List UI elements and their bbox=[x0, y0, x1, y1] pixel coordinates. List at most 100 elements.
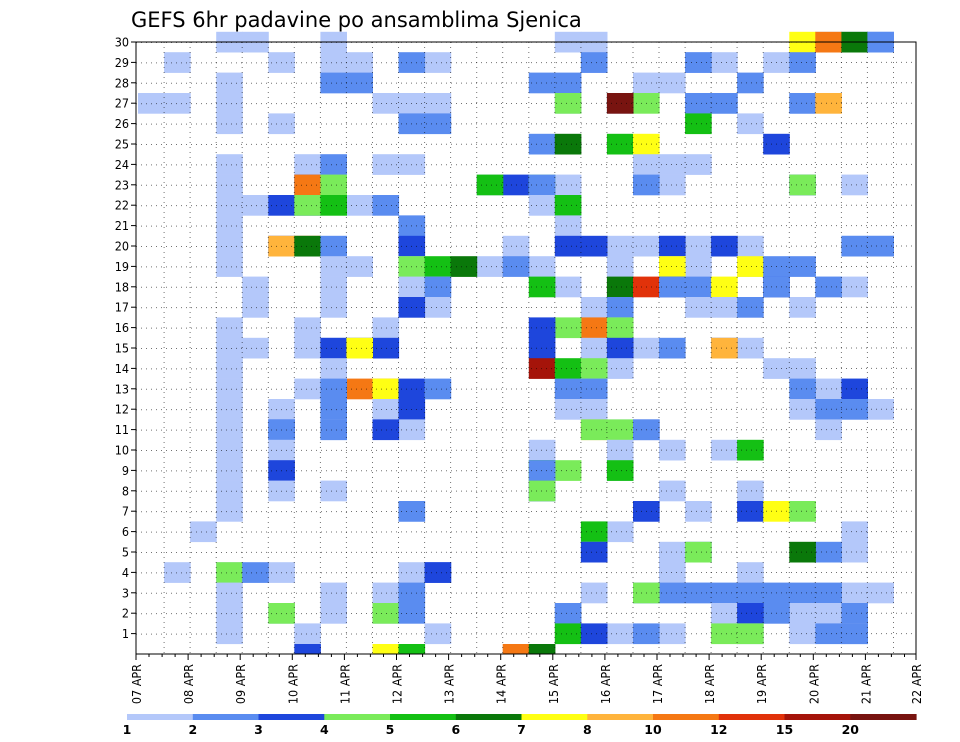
heatmap-cell bbox=[554, 93, 582, 114]
y-tick-label: 13 bbox=[115, 381, 129, 396]
heatmap-cell bbox=[554, 215, 582, 237]
heatmap-cell bbox=[685, 297, 712, 318]
heatmap-cell bbox=[841, 623, 868, 645]
heatmap-cell bbox=[659, 480, 686, 502]
y-tick-label: 17 bbox=[115, 300, 129, 315]
heatmap-cell bbox=[320, 603, 347, 624]
heatmap-cell bbox=[580, 419, 608, 441]
heatmap-cell bbox=[580, 541, 608, 563]
y-tick-label: 18 bbox=[115, 279, 129, 294]
heatmap-cell bbox=[398, 644, 426, 654]
heatmap-cell bbox=[789, 623, 816, 645]
grid-line-h bbox=[135, 531, 917, 533]
heatmap-cell bbox=[216, 174, 243, 196]
y-tick-label: 24 bbox=[115, 157, 129, 172]
heatmap-cell bbox=[841, 399, 868, 420]
heatmap-cell bbox=[685, 235, 712, 257]
heatmap-cell bbox=[372, 644, 400, 654]
heatmap-cell bbox=[216, 378, 243, 400]
y-tick-label: 23 bbox=[115, 177, 129, 192]
y-tick-label: 25 bbox=[115, 137, 129, 152]
heatmap-cell bbox=[580, 317, 608, 339]
grid-line-h bbox=[135, 367, 917, 370]
grid-line-h bbox=[135, 61, 917, 64]
heatmap-cell bbox=[372, 419, 400, 441]
heatmap-cell bbox=[216, 215, 243, 237]
heatmap-cell bbox=[659, 582, 686, 604]
y-tick-label: 30 bbox=[115, 35, 129, 50]
heatmap-cell bbox=[737, 480, 764, 502]
heatmap-cell bbox=[815, 582, 842, 604]
heatmap-cell bbox=[737, 623, 764, 645]
heatmap-cell bbox=[216, 235, 243, 257]
heatmap-cell bbox=[737, 439, 764, 461]
heatmap-cell bbox=[789, 297, 816, 318]
heatmap-cell bbox=[606, 276, 634, 298]
colorbar: 1 2 3 4 5 6 7 8 10 12 15 20 bbox=[123, 714, 917, 737]
heatmap-cell bbox=[372, 93, 400, 114]
heatmap-cell bbox=[606, 521, 634, 543]
heatmap-cell bbox=[789, 358, 816, 379]
y-tick-label: 1 bbox=[122, 626, 129, 641]
heatmap-cell bbox=[737, 235, 764, 257]
heatmap-cell bbox=[606, 256, 634, 277]
heatmap-cell bbox=[737, 603, 764, 624]
x-tick-label: 15 APR bbox=[546, 664, 561, 704]
heatmap-cell bbox=[528, 460, 556, 481]
grid-line-h bbox=[135, 449, 917, 451]
heatmap-cell bbox=[346, 256, 373, 277]
heatmap-cell bbox=[737, 113, 764, 135]
grid-lines bbox=[135, 41, 917, 654]
heatmap-cell bbox=[711, 582, 738, 604]
heatmap-cell bbox=[320, 378, 347, 400]
colorbar-segment bbox=[850, 714, 917, 720]
y-tick-label: 7 bbox=[122, 504, 129, 519]
colorbar-label: 5 bbox=[386, 722, 395, 737]
heatmap-cell bbox=[320, 235, 347, 257]
heatmap-cell bbox=[659, 541, 686, 563]
colorbar-segment bbox=[258, 714, 325, 720]
heatmap-cell bbox=[554, 460, 582, 481]
heatmap-cell bbox=[659, 235, 686, 257]
heatmap-cell bbox=[320, 256, 347, 277]
grid-line-h bbox=[135, 490, 917, 492]
y-tick-label: 12 bbox=[115, 402, 129, 417]
y-tick-label: 15 bbox=[115, 341, 129, 356]
heatmap-cell bbox=[372, 317, 400, 339]
heatmap-cell bbox=[606, 623, 634, 645]
y-tick-label: 29 bbox=[115, 55, 129, 70]
heatmap-cell bbox=[320, 297, 347, 318]
heatmap-cell bbox=[841, 541, 868, 563]
x-tick-label: 20 APR bbox=[806, 664, 821, 704]
colorbar-segment bbox=[390, 714, 457, 720]
heatmap-cell bbox=[320, 582, 347, 604]
heatmap-cell bbox=[711, 52, 738, 73]
colorbar-segment bbox=[521, 714, 588, 720]
heatmap-cell bbox=[528, 276, 556, 298]
heatmap-cell bbox=[685, 501, 712, 522]
heatmap-cell bbox=[789, 501, 816, 522]
heatmap-cell bbox=[685, 154, 712, 175]
heatmap-cell bbox=[346, 378, 373, 400]
heatmap-cell bbox=[815, 399, 842, 420]
heatmap-cell bbox=[841, 174, 868, 196]
heatmap-cell bbox=[841, 582, 868, 604]
heatmap-cell bbox=[815, 541, 842, 563]
grid-line-h bbox=[135, 408, 917, 411]
y-tick-label: 8 bbox=[122, 483, 129, 498]
y-axis-ticks: 1234567891011121314151617181920212223242… bbox=[115, 35, 136, 641]
grid-line-h bbox=[135, 123, 917, 125]
heatmap-cell bbox=[294, 195, 321, 216]
heatmap-cell bbox=[789, 174, 816, 196]
heatmap-cell bbox=[424, 276, 452, 298]
heatmap-cell bbox=[606, 297, 634, 318]
heatmap-cell bbox=[789, 582, 816, 604]
colorbar-segment bbox=[127, 714, 194, 720]
heatmap-cell bbox=[815, 419, 842, 441]
heatmap-cell bbox=[294, 623, 321, 645]
heatmap-cell bbox=[372, 378, 400, 400]
heatmap-cell bbox=[216, 93, 243, 114]
grid-line-h bbox=[135, 163, 917, 166]
heatmap-cell bbox=[242, 276, 269, 298]
heatmap-cell bbox=[424, 297, 452, 318]
